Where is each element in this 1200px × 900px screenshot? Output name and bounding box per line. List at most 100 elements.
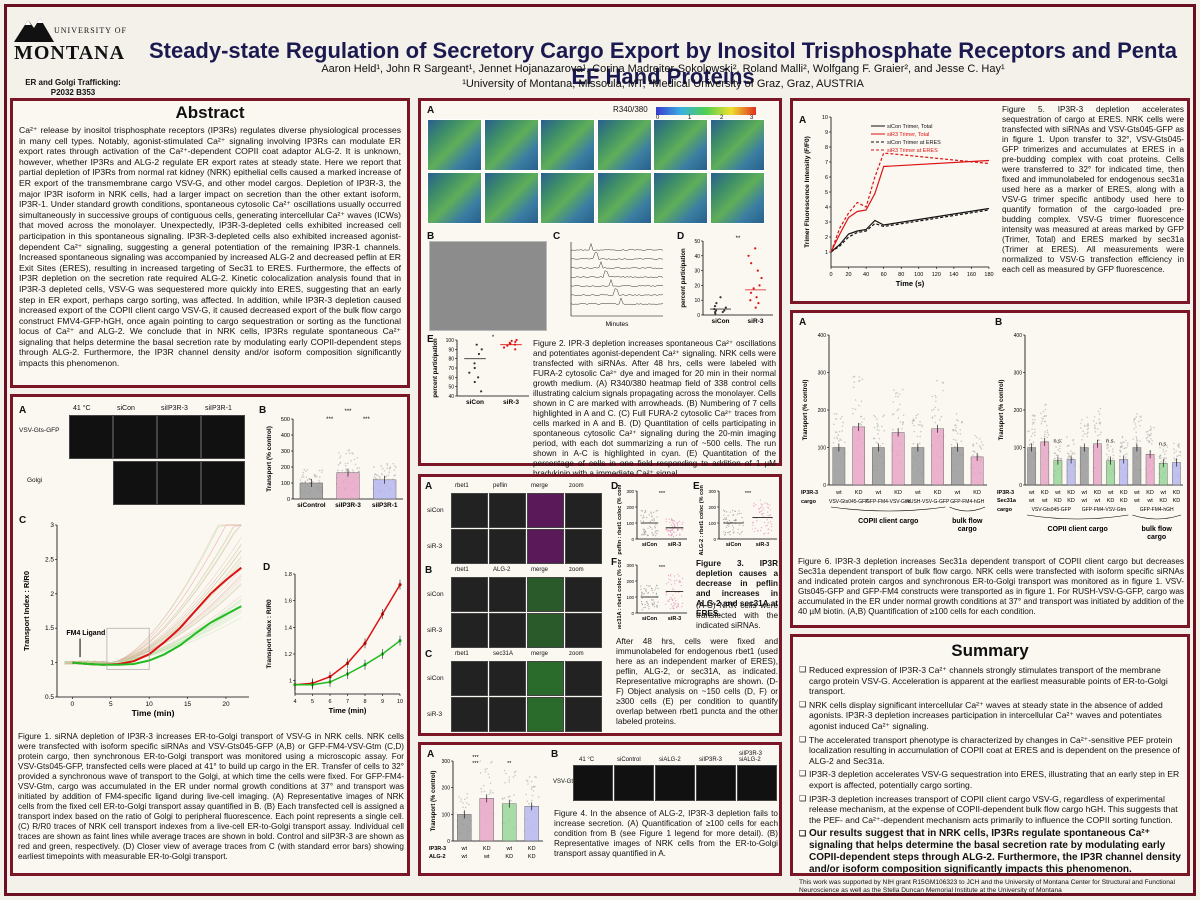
data-point	[643, 533, 645, 535]
fig2-label-d: D	[677, 231, 685, 242]
data-point	[762, 512, 764, 515]
category-label: siR-3	[756, 542, 769, 548]
data-point	[379, 477, 382, 480]
data-point	[1044, 420, 1046, 423]
data-point	[645, 588, 647, 591]
condition-label: wt	[1081, 490, 1088, 496]
data-point	[473, 362, 476, 365]
data-point	[642, 593, 644, 595]
bar	[1145, 454, 1155, 486]
data-point	[393, 469, 396, 471]
fig3-micrograph	[565, 697, 602, 732]
data-point	[653, 603, 656, 605]
figure-1-panel: A 41 °C siCon siIP3R-3 siIP3R-1 VSV-Gts-…	[10, 394, 410, 876]
data-point	[1172, 442, 1175, 445]
fig3-row-label: siCon	[427, 675, 444, 682]
data-point	[1135, 431, 1137, 434]
fig1-micrograph	[157, 415, 201, 459]
data-point	[655, 587, 657, 589]
data-point	[302, 471, 305, 474]
data-point	[723, 509, 725, 511]
data-point	[376, 478, 378, 480]
data-point	[954, 424, 956, 427]
data-point	[651, 519, 653, 521]
data-point	[654, 532, 656, 534]
y-axis-label: Transport Index : R/R0	[266, 599, 273, 669]
series-line	[830, 152, 990, 253]
y-tick-label: 100	[1014, 446, 1023, 452]
data-point	[733, 519, 735, 522]
condition-label: KD	[894, 490, 902, 496]
data-point	[760, 529, 762, 532]
data-point	[300, 476, 303, 479]
data-point	[479, 772, 482, 774]
data-point	[715, 302, 718, 305]
x-tick-label: 160	[967, 272, 976, 278]
data-point	[919, 435, 921, 438]
data-point	[1124, 453, 1126, 456]
data-point	[671, 533, 673, 535]
data-point	[732, 514, 734, 517]
data-point	[675, 591, 677, 593]
data-point	[764, 502, 766, 504]
data-point	[853, 375, 856, 378]
data-point	[852, 376, 855, 378]
data-point	[1086, 425, 1088, 427]
fig3-micrograph	[527, 613, 564, 648]
data-point	[979, 446, 982, 448]
condition-label: wt	[1041, 498, 1048, 504]
condition-label: KD	[1041, 490, 1049, 496]
data-point	[935, 396, 937, 399]
data-point	[1133, 420, 1135, 423]
data-point	[654, 527, 656, 529]
fig5-caption: Figure 5. IP3R-3 depletion accelerates s…	[1002, 105, 1184, 274]
category-label: siIP3R-1	[372, 502, 398, 509]
individual-trace	[64, 560, 242, 665]
data-point	[912, 420, 914, 422]
data-point	[897, 408, 900, 410]
y-tick-label: 0	[713, 537, 716, 542]
data-point	[464, 798, 466, 801]
condition-label: KD	[1094, 490, 1102, 496]
data-point	[1082, 430, 1084, 432]
data-point	[761, 503, 763, 506]
data-point	[749, 299, 752, 302]
data-point	[646, 602, 648, 604]
significance-label: ***	[363, 417, 371, 423]
data-point	[656, 530, 658, 532]
data-point	[854, 408, 857, 411]
data-point	[1179, 454, 1182, 456]
y-tick-label: 9	[825, 130, 828, 136]
data-point	[534, 775, 536, 778]
fig3-micrograph	[527, 529, 564, 564]
data-point	[1112, 448, 1114, 450]
y-tick-label: 70	[448, 366, 454, 372]
data-point	[642, 510, 644, 512]
data-point	[1042, 418, 1045, 420]
data-point	[646, 516, 648, 519]
group-bracket	[1132, 514, 1182, 520]
summary-item: NRK cells display significant intercellu…	[799, 700, 1181, 732]
data-point	[725, 526, 727, 529]
data-point	[386, 467, 389, 470]
x-axis-label: Time (min)	[329, 706, 367, 715]
data-point	[669, 530, 671, 532]
fig4-col-label: siIP3R-3	[699, 757, 723, 763]
fig3-micrograph	[451, 661, 488, 696]
data-point	[957, 419, 959, 422]
x-tick-label: 9	[381, 699, 384, 705]
data-point	[1162, 445, 1165, 448]
data-point	[477, 376, 480, 379]
data-point	[975, 442, 978, 445]
data-point	[670, 603, 672, 605]
data-point	[514, 770, 517, 773]
data-point	[667, 582, 670, 584]
data-point	[757, 530, 759, 532]
condition-label: wt	[461, 854, 468, 860]
data-point	[892, 428, 894, 431]
data-point	[877, 433, 879, 435]
data-point	[762, 507, 764, 509]
data-point	[670, 524, 672, 526]
data-point	[933, 408, 935, 411]
data-point	[672, 525, 674, 528]
